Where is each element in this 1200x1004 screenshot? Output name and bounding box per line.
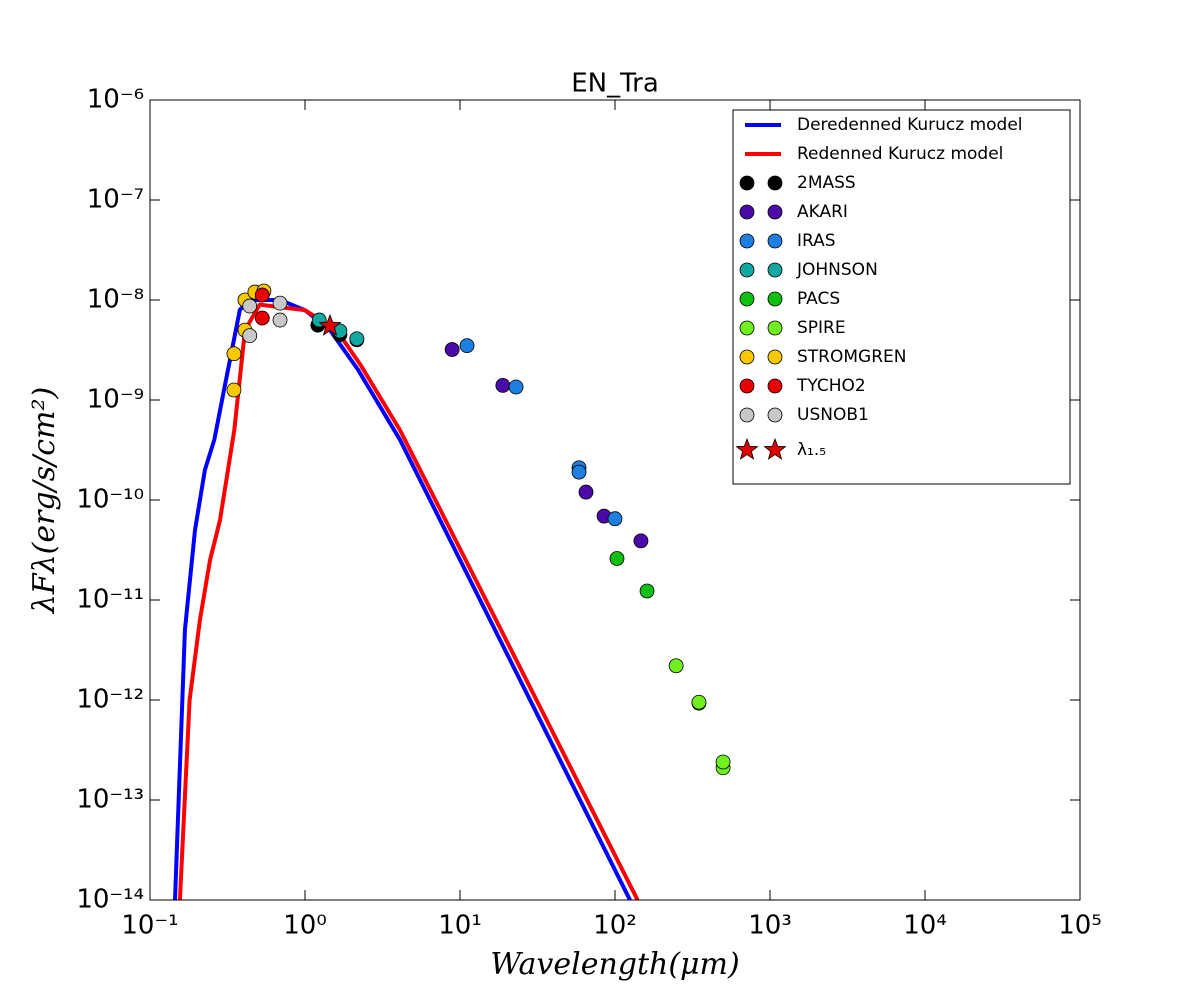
legend-label: PACS (797, 289, 840, 309)
legend-box (732, 109, 1071, 485)
marker (691, 694, 707, 710)
legend-label: SPIRE (797, 318, 846, 338)
star-marker (763, 437, 787, 460)
legend-label: USNOB1 (797, 405, 869, 425)
legend-label: Deredenned Kurucz model (797, 115, 1023, 135)
marker (508, 379, 524, 395)
legend-label: TYCHO2 (796, 376, 866, 396)
marker (767, 320, 783, 336)
marker (739, 378, 755, 394)
star-marker (735, 437, 759, 460)
chart-title: EN_Tra (571, 69, 659, 99)
y-tick-label: 10⁻⁷ (87, 185, 144, 215)
y-tick-label: 10⁻¹² (76, 685, 144, 715)
marker (739, 320, 755, 336)
marker (254, 287, 270, 303)
marker (739, 175, 755, 191)
marker (739, 291, 755, 307)
legend: Deredenned Kurucz model Redenned Kurucz m… (732, 109, 1071, 485)
x-tick-label: 10² (593, 911, 637, 941)
y-tick-label: 10⁻¹¹ (76, 585, 144, 615)
star-marker (318, 313, 342, 336)
y-tick-label: 10⁻⁹ (87, 385, 144, 415)
y-axis-label: λFλ(erg/s/cm²) (27, 387, 62, 614)
x-tick-label: 10³ (748, 911, 792, 941)
marker (633, 533, 649, 549)
legend-label: IRAS (797, 231, 836, 251)
marker (767, 349, 783, 365)
y-tick-label: 10⁻¹⁰ (76, 485, 144, 515)
marker (272, 295, 288, 311)
marker (767, 291, 783, 307)
marker (607, 511, 623, 527)
legend-label: Redenned Kurucz model (797, 144, 1003, 164)
marker (349, 331, 365, 347)
marker (242, 298, 258, 314)
marker (739, 349, 755, 365)
y-tick-label: 10⁻⁶ (87, 85, 144, 115)
marker (226, 346, 242, 362)
marker (571, 464, 587, 480)
x-tick-label: 10⁰ (283, 911, 327, 941)
x-tick-label: 10¹ (438, 911, 482, 941)
plot-markers (226, 283, 731, 776)
marker (739, 262, 755, 278)
x-axis-label: Wavelength(μm) (490, 947, 739, 982)
marker (272, 312, 288, 328)
y-tick-label: 10⁻¹⁴ (76, 885, 144, 915)
marker (242, 328, 258, 344)
y-tick-label: 10⁻¹³ (76, 785, 144, 815)
marker (739, 233, 755, 249)
marker (767, 175, 783, 191)
marker (739, 407, 755, 423)
x-tick-label: 10⁴ (903, 911, 947, 941)
y-tick-label: 10⁻⁸ (87, 285, 144, 315)
marker (609, 551, 625, 566)
legend-label: JOHNSON (796, 260, 878, 280)
legend-label: λ₁.₅ (797, 440, 826, 460)
marker (639, 583, 655, 599)
marker (767, 233, 783, 249)
marker (578, 484, 594, 500)
x-tick-label: 10⁻¹ (121, 911, 178, 941)
marker (715, 754, 731, 770)
marker (767, 204, 783, 220)
legend-label: 2MASS (797, 173, 856, 193)
legend-label: STROMGREN (797, 347, 906, 367)
marker (767, 262, 783, 278)
marker (226, 382, 242, 398)
marker (444, 342, 460, 357)
marker (767, 378, 783, 394)
marker (459, 338, 475, 353)
legend-label: AKARI (797, 202, 848, 222)
marker (254, 310, 270, 326)
marker (739, 204, 755, 220)
marker (668, 658, 684, 674)
marker (767, 407, 783, 423)
x-tick-label: 10⁵ (1058, 911, 1102, 941)
marker (495, 377, 511, 393)
